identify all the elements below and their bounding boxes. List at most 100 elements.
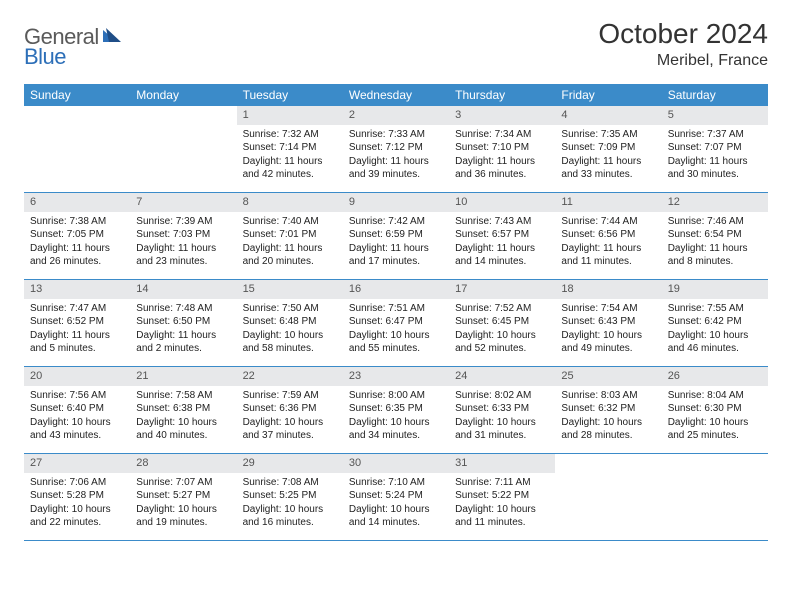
day-number: 3 <box>449 106 555 125</box>
day-body: Sunrise: 7:38 AMSunset: 7:05 PMDaylight:… <box>24 212 130 273</box>
sunrise-line: Sunrise: 7:51 AM <box>349 302 443 316</box>
sunrise-line: Sunrise: 8:03 AM <box>561 389 655 403</box>
day-cell: 2Sunrise: 7:33 AMSunset: 7:12 PMDaylight… <box>343 106 449 192</box>
daylight-line: Daylight: 10 hours and 28 minutes. <box>561 416 655 443</box>
day-body: Sunrise: 7:39 AMSunset: 7:03 PMDaylight:… <box>130 212 236 273</box>
sunrise-line: Sunrise: 7:40 AM <box>243 215 337 229</box>
sunset-line: Sunset: 5:22 PM <box>455 489 549 503</box>
calendar-page: General October 2024 Meribel, France Blu… <box>0 0 792 559</box>
sunset-line: Sunset: 6:32 PM <box>561 402 655 416</box>
weekday-header: Thursday <box>449 84 555 106</box>
sunset-line: Sunset: 7:03 PM <box>136 228 230 242</box>
day-number: 22 <box>237 367 343 386</box>
day-body: Sunrise: 8:00 AMSunset: 6:35 PMDaylight:… <box>343 386 449 447</box>
weeks-container: 1Sunrise: 7:32 AMSunset: 7:14 PMDaylight… <box>24 106 768 541</box>
daylight-line: Daylight: 11 hours and 33 minutes. <box>561 155 655 182</box>
daylight-line: Daylight: 11 hours and 42 minutes. <box>243 155 337 182</box>
day-number: 6 <box>24 193 130 212</box>
daylight-line: Daylight: 10 hours and 31 minutes. <box>455 416 549 443</box>
calendar-grid: SundayMondayTuesdayWednesdayThursdayFrid… <box>24 84 768 541</box>
sunrise-line: Sunrise: 8:02 AM <box>455 389 549 403</box>
sunset-line: Sunset: 7:12 PM <box>349 141 443 155</box>
day-body: Sunrise: 7:50 AMSunset: 6:48 PMDaylight:… <box>237 299 343 360</box>
sunset-line: Sunset: 6:48 PM <box>243 315 337 329</box>
day-body: Sunrise: 7:35 AMSunset: 7:09 PMDaylight:… <box>555 125 661 186</box>
sunrise-line: Sunrise: 7:58 AM <box>136 389 230 403</box>
day-body: Sunrise: 7:56 AMSunset: 6:40 PMDaylight:… <box>24 386 130 447</box>
page-header: General October 2024 Meribel, France <box>24 18 768 70</box>
day-cell: 13 Sunrise: 7:47 AMSunset: 6:52 PMDayligh… <box>24 280 130 366</box>
day-cell-empty <box>24 106 130 192</box>
sunset-line: Sunset: 6:47 PM <box>349 315 443 329</box>
sunset-line: Sunset: 7:10 PM <box>455 141 549 155</box>
day-body: Sunrise: 7:48 AMSunset: 6:50 PMDaylight:… <box>130 299 236 360</box>
month-title: October 2024 <box>598 18 768 50</box>
sunrise-line: Sunrise: 7:59 AM <box>243 389 337 403</box>
day-cell: 10Sunrise: 7:43 AMSunset: 6:57 PMDayligh… <box>449 193 555 279</box>
day-number: 18 <box>555 280 661 299</box>
daylight-line: Daylight: 11 hours and 8 minutes. <box>668 242 762 269</box>
sunrise-line: Sunrise: 7:10 AM <box>349 476 443 490</box>
sunset-line: Sunset: 6:33 PM <box>455 402 549 416</box>
daylight-line: Daylight: 11 hours and 5 minutes. <box>30 329 124 356</box>
day-cell: 22Sunrise: 7:59 AMSunset: 6:36 PMDayligh… <box>237 367 343 453</box>
day-cell: 8Sunrise: 7:40 AMSunset: 7:01 PMDaylight… <box>237 193 343 279</box>
sunset-line: Sunset: 6:52 PM <box>30 315 124 329</box>
sunset-line: Sunset: 6:43 PM <box>561 315 655 329</box>
day-cell: 3Sunrise: 7:34 AMSunset: 7:10 PMDaylight… <box>449 106 555 192</box>
sunrise-line: Sunrise: 7:46 AM <box>668 215 762 229</box>
sunrise-line: Sunrise: 7:42 AM <box>349 215 443 229</box>
daylight-line: Daylight: 11 hours and 14 minutes. <box>455 242 549 269</box>
logo-triangle-icon <box>103 26 123 47</box>
day-number: 13 <box>24 280 130 299</box>
sunrise-line: Sunrise: 7:43 AM <box>455 215 549 229</box>
sunset-line: Sunset: 6:42 PM <box>668 315 762 329</box>
day-number: 14 <box>130 280 236 299</box>
day-number: 15 <box>237 280 343 299</box>
day-cell: 19Sunrise: 7:55 AMSunset: 6:42 PMDayligh… <box>662 280 768 366</box>
sunrise-line: Sunrise: 7:47 AM <box>30 302 124 316</box>
sunset-line: Sunset: 6:40 PM <box>30 402 124 416</box>
sunset-line: Sunset: 5:24 PM <box>349 489 443 503</box>
weekday-header: Friday <box>555 84 661 106</box>
daylight-line: Daylight: 10 hours and 40 minutes. <box>136 416 230 443</box>
daylight-line: Daylight: 10 hours and 55 minutes. <box>349 329 443 356</box>
week-row: 1Sunrise: 7:32 AMSunset: 7:14 PMDaylight… <box>24 106 768 193</box>
day-body: Sunrise: 7:46 AMSunset: 6:54 PMDaylight:… <box>662 212 768 273</box>
day-body: Sunrise: 7:43 AMSunset: 6:57 PMDaylight:… <box>449 212 555 273</box>
day-number: 21 <box>130 367 236 386</box>
day-number: 11 <box>555 193 661 212</box>
day-cell: 21Sunrise: 7:58 AMSunset: 6:38 PMDayligh… <box>130 367 236 453</box>
day-body: Sunrise: 7:33 AMSunset: 7:12 PMDaylight:… <box>343 125 449 186</box>
weekday-header: Wednesday <box>343 84 449 106</box>
sunrise-line: Sunrise: 7:07 AM <box>136 476 230 490</box>
day-body: Sunrise: 7:58 AMSunset: 6:38 PMDaylight:… <box>130 386 236 447</box>
sunset-line: Sunset: 6:45 PM <box>455 315 549 329</box>
daylight-line: Daylight: 11 hours and 17 minutes. <box>349 242 443 269</box>
day-number: 7 <box>130 193 236 212</box>
weekday-header: Monday <box>130 84 236 106</box>
day-cell-empty <box>555 454 661 540</box>
day-cell: 11Sunrise: 7:44 AMSunset: 6:56 PMDayligh… <box>555 193 661 279</box>
week-row: 20Sunrise: 7:56 AMSunset: 6:40 PMDayligh… <box>24 367 768 454</box>
day-body: Sunrise: 7:59 AMSunset: 6:36 PMDaylight:… <box>237 386 343 447</box>
daylight-line: Daylight: 10 hours and 19 minutes. <box>136 503 230 530</box>
day-body: Sunrise: 7:07 AMSunset: 5:27 PMDaylight:… <box>130 473 236 534</box>
day-cell: 25Sunrise: 8:03 AMSunset: 6:32 PMDayligh… <box>555 367 661 453</box>
sunset-line: Sunset: 6:35 PM <box>349 402 443 416</box>
sunset-line: Sunset: 7:01 PM <box>243 228 337 242</box>
day-cell: 18Sunrise: 7:54 AMSunset: 6:43 PMDayligh… <box>555 280 661 366</box>
week-row: 13Sunrise: 7:47 AMSunset: 6:52 PMDayligh… <box>24 280 768 367</box>
sunset-line: Sunset: 6:30 PM <box>668 402 762 416</box>
day-cell: 20Sunrise: 7:56 AMSunset: 6:40 PMDayligh… <box>24 367 130 453</box>
daylight-line: Daylight: 10 hours and 16 minutes. <box>243 503 337 530</box>
sunset-line: Sunset: 6:54 PM <box>668 228 762 242</box>
sunset-line: Sunset: 7:05 PM <box>30 228 124 242</box>
day-cell: 29Sunrise: 7:08 AMSunset: 5:25 PMDayligh… <box>237 454 343 540</box>
day-number: 28 <box>130 454 236 473</box>
daylight-line: Daylight: 10 hours and 22 minutes. <box>30 503 124 530</box>
daylight-line: Daylight: 11 hours and 11 minutes. <box>561 242 655 269</box>
daylight-line: Daylight: 11 hours and 39 minutes. <box>349 155 443 182</box>
day-number: 12 <box>662 193 768 212</box>
daylight-line: Daylight: 10 hours and 49 minutes. <box>561 329 655 356</box>
